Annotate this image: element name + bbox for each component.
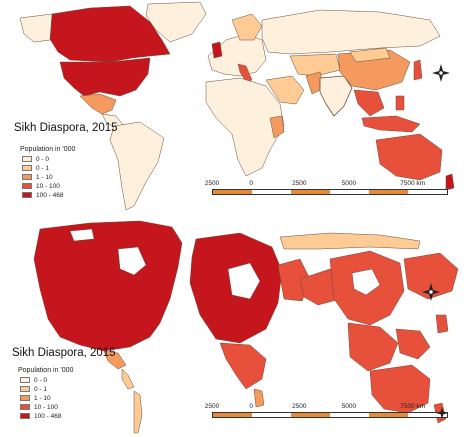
cartogram-panel: Sikh Diaspora, 2015 Population in '000 0… — [0, 219, 474, 437]
legend-swatch — [22, 165, 32, 171]
mexico-region — [103, 350, 127, 370]
legend-item: 0 - 1 — [22, 164, 63, 172]
indonesia-region — [361, 115, 421, 133]
world-map — [19, 1, 455, 211]
legend-label: 100 - 468 — [36, 191, 64, 199]
legend-title: Population in '000 — [18, 367, 74, 374]
southeast-asia-region — [347, 322, 399, 372]
scale-label: 2500 — [204, 403, 220, 410]
south-africa-region — [253, 388, 265, 408]
scale-label: 5000 — [341, 403, 357, 410]
legend-swatch — [22, 174, 32, 180]
india-inner-white — [351, 268, 381, 296]
india-region — [319, 75, 353, 117]
legend-swatch — [20, 377, 30, 383]
legend-item: 10 - 100 — [22, 182, 63, 190]
australia-region — [375, 133, 443, 181]
australia-region — [369, 364, 431, 414]
philippines-region — [435, 314, 449, 334]
mexico-region — [79, 93, 117, 115]
legend-swatch — [20, 395, 30, 401]
compass-rose-icon — [432, 64, 450, 82]
legend-item: 10 - 100 — [20, 403, 61, 411]
legend-swatch — [22, 183, 32, 189]
middle-east-region — [265, 75, 305, 105]
scale-label: 7500 km — [400, 403, 426, 410]
scale-label: 2500 — [292, 403, 307, 410]
uk-region — [211, 41, 223, 59]
legend-item: 0 - 1 — [20, 385, 61, 393]
legend-swatch — [20, 404, 30, 410]
scale-label: 7500 km — [400, 180, 426, 187]
east-africa-region — [269, 115, 285, 139]
southeast-asia-region — [353, 89, 385, 117]
scale-label: 0 — [249, 403, 253, 410]
legend-label: 10 - 100 — [34, 403, 58, 411]
legend-swatch — [22, 192, 32, 198]
scale-bar: 2500 0 2500 5000 7500 km — [205, 403, 448, 418]
scale-segments — [212, 189, 448, 195]
malaysia-region — [395, 328, 431, 360]
legend: 0 - 0 0 - 1 1 - 10 10 - 100 100 - 468 — [22, 155, 63, 200]
japan-region — [413, 59, 423, 81]
legend-item: 100 - 468 — [20, 412, 61, 420]
central-america-region — [121, 368, 135, 390]
legend-item: 100 - 468 — [22, 191, 63, 199]
scandinavia-region — [231, 13, 263, 41]
legend-label: 1 - 10 — [34, 394, 51, 402]
legend-label: 0 - 1 — [36, 164, 50, 172]
map-title: Sikh Diaspora, 2015 — [14, 122, 118, 134]
scale-labels: 2500 0 2500 5000 7500 km — [205, 180, 448, 189]
scale-label: 5000 — [341, 180, 357, 187]
cartogram-map — [33, 220, 459, 434]
philippines-region — [395, 95, 405, 111]
legend-swatch — [20, 386, 30, 392]
new-zealand-region — [445, 173, 455, 191]
legend-swatch — [22, 156, 32, 162]
scale-segments — [212, 412, 448, 418]
legend-swatch — [20, 413, 30, 419]
canada-region — [47, 5, 171, 63]
africa-region — [219, 342, 267, 390]
legend-label: 100 - 468 — [34, 412, 62, 420]
world-map-panel: Sikh Diaspora, 2015 Population in '000 0… — [0, 0, 474, 218]
arctic-islands — [69, 228, 95, 242]
south-america-region — [133, 390, 143, 434]
legend-label: 10 - 100 — [36, 182, 60, 190]
mongolia-region — [349, 47, 391, 63]
legend-item: 1 - 10 — [22, 173, 63, 181]
legend: 0 - 0 0 - 1 1 - 10 10 - 100 100 - 468 — [20, 376, 61, 421]
east-asia-region — [403, 252, 459, 300]
scale-label: 2500 — [292, 180, 307, 187]
compass-rose-icon — [436, 407, 448, 419]
scale-label: 2500 — [204, 180, 220, 187]
central-asia-region — [289, 53, 341, 77]
africa-region — [205, 77, 285, 177]
legend-label: 0 - 0 — [34, 376, 48, 384]
scale-labels: 2500 0 2500 5000 7500 km — [205, 403, 448, 412]
legend-label: 0 - 1 — [34, 385, 48, 393]
greenland-region — [145, 1, 207, 43]
russia-region — [279, 232, 421, 250]
scale-label: 0 — [249, 180, 253, 187]
legend-item: 1 - 10 — [20, 394, 61, 402]
russia-region — [261, 9, 441, 55]
legend-label: 1 - 10 — [36, 173, 53, 181]
legend-item: 0 - 0 — [22, 155, 63, 163]
legend-title: Population in '000 — [20, 146, 76, 153]
north-america-region — [33, 220, 183, 352]
europe-inner-white — [227, 262, 261, 300]
europe-region — [207, 33, 267, 77]
map-title: Sikh Diaspora, 2015 — [12, 347, 116, 359]
compass-rose-icon — [422, 283, 440, 301]
south-america-region — [109, 121, 165, 211]
alaska-region — [19, 13, 53, 43]
scale-bar: 2500 0 2500 5000 7500 km — [205, 180, 448, 195]
usa-region — [59, 57, 151, 97]
hudson-bay-area — [117, 246, 147, 276]
legend-item: 0 - 0 — [20, 376, 61, 384]
legend-label: 0 - 0 — [36, 155, 50, 163]
